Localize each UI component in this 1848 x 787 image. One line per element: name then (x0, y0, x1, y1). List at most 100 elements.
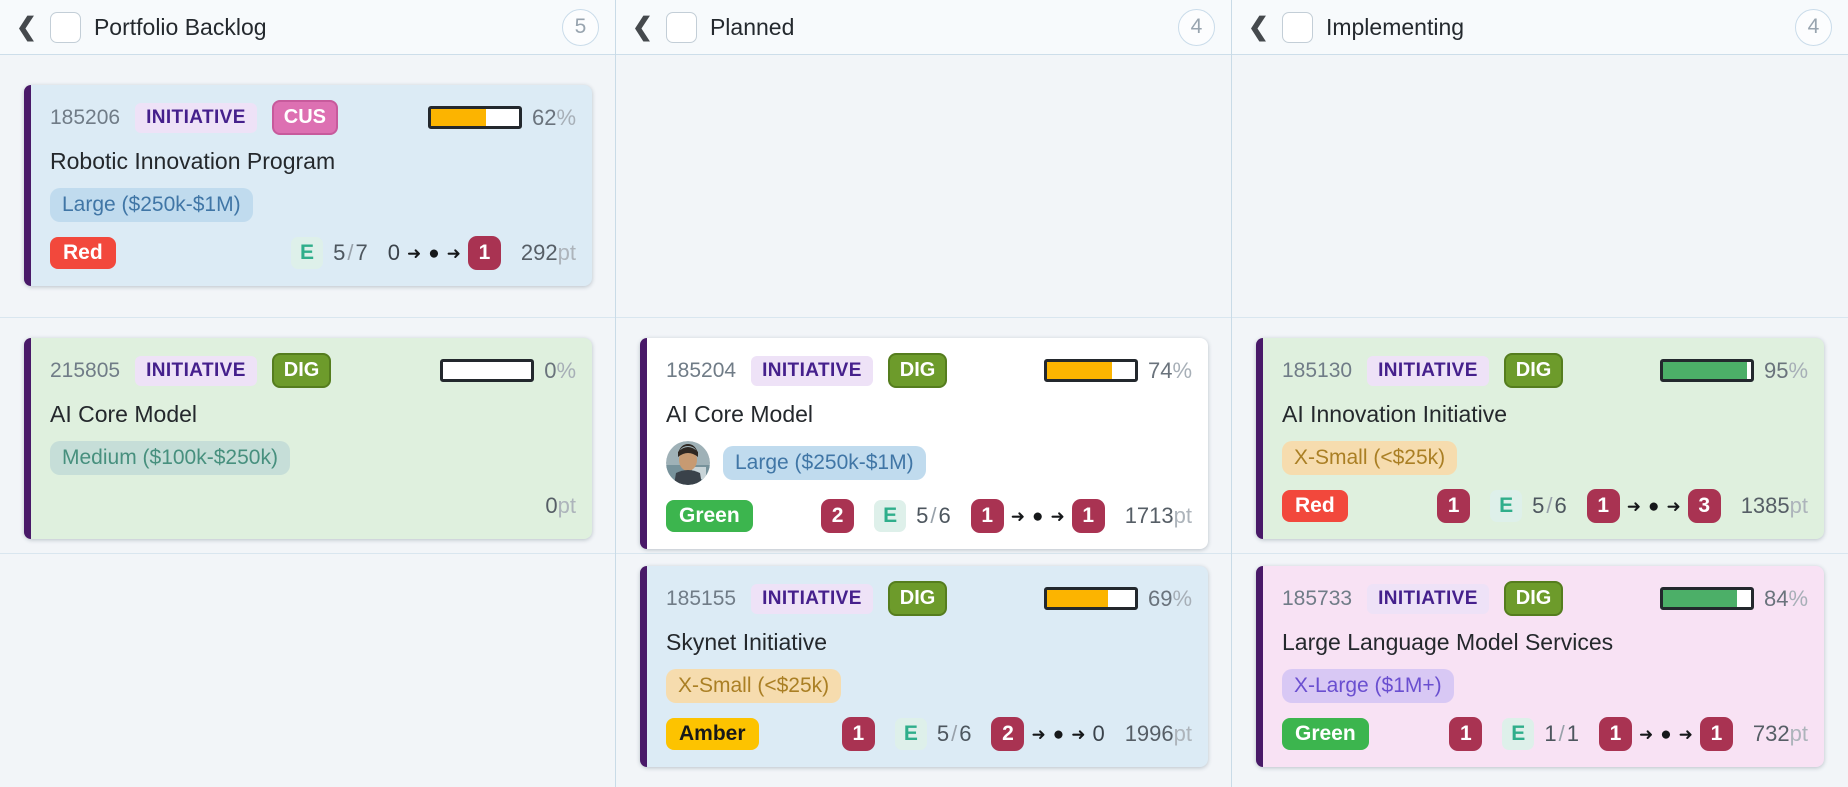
collapse-column-icon[interactable]: ❮ (1248, 12, 1269, 41)
card-title: AI Innovation Initiative (1282, 401, 1508, 427)
progress: 69% (1043, 585, 1192, 612)
status-badge: Amber (666, 718, 759, 750)
points: 1996pt (1124, 721, 1192, 746)
effort-icon: E (894, 718, 927, 750)
dot-icon: ● (1031, 505, 1044, 527)
progress-bar (1043, 359, 1138, 382)
business-unit-badge: DIG (887, 353, 948, 388)
swimlane-cell: 185155 INITIATIVE DIG 69% Skynet Initiat… (616, 554, 1231, 787)
progress-bar (1659, 587, 1754, 610)
flow-count-chip: 1 (970, 499, 1004, 533)
effort-icon: E (1490, 490, 1523, 522)
progress: 0% (440, 358, 576, 384)
progress-percent: 62% (531, 104, 576, 130)
collapse-column-icon[interactable]: ❮ (16, 12, 37, 41)
entity-type-badge: INITIATIVE (751, 583, 873, 614)
arrow-right-icon: ➜ (1050, 506, 1065, 526)
column-planned: ❮ Planned 4 185204 INITIATIVE DIG 74% (616, 0, 1232, 787)
progress-percent: 84% (1763, 585, 1808, 611)
entity-type-badge: INITIATIVE (1367, 583, 1489, 614)
size-badge: X-Large ($1M+) (1282, 669, 1454, 703)
card-id: 185155 (666, 586, 737, 610)
progress-percent: 74% (1147, 357, 1192, 383)
points: 292pt (520, 240, 576, 265)
status-badge: Green (666, 500, 753, 532)
column-portfolio-backlog: ❮ Portfolio Backlog 5 185206 INITIATIVE … (0, 0, 616, 787)
business-unit-badge: DIG (887, 581, 948, 616)
card-large-language-model-services[interactable]: 185733 INITIATIVE DIG 84% Large Language… (1256, 566, 1824, 767)
flow-count-chip: 1 (1598, 717, 1632, 751)
business-unit-badge: DIG (1503, 581, 1564, 616)
flow-count-chip: 1 (1699, 717, 1733, 751)
card-id: 185206 (50, 105, 121, 129)
points: 0pt (545, 493, 576, 518)
progress-bar (1043, 587, 1138, 610)
progress-percent: 69% (1147, 585, 1192, 611)
effort-metric: E 5/6 (894, 718, 971, 750)
card-priority-stripe (640, 338, 647, 549)
flow-metric: 2 ➜ ● ➜ 0 (991, 717, 1105, 751)
swimlane-cell: 185130 INITIATIVE DIG 95% AI Innovation … (1232, 318, 1848, 554)
column-title: Implementing (1325, 13, 1465, 40)
arrow-right-icon: ➜ (1678, 724, 1693, 744)
card-skynet-initiative[interactable]: 185155 INITIATIVE DIG 69% Skynet Initiat… (640, 566, 1208, 767)
column-select-checkbox[interactable] (49, 11, 81, 43)
card-priority-stripe (1256, 566, 1263, 767)
column-select-checkbox[interactable] (665, 11, 697, 43)
points: 1713pt (1124, 503, 1192, 528)
assignee-avatar[interactable] (666, 441, 710, 485)
arrow-right-icon: ➜ (446, 243, 461, 263)
card-robotic-innovation-program[interactable]: 185206 INITIATIVE CUS 62% Robotic Innova… (24, 85, 592, 286)
card-ai-core-model-planned[interactable]: 185204 INITIATIVE DIG 74% AI Core Model (640, 338, 1208, 549)
swimlane-cell: 185733 INITIATIVE DIG 84% Large Language… (1232, 554, 1848, 787)
card-priority-stripe (1256, 338, 1263, 539)
progress-bar (1659, 359, 1754, 382)
card-ai-core-model-backlog[interactable]: 215805 INITIATIVE DIG 0% AI Core Model M… (24, 338, 592, 539)
count-chip: 1 (1437, 489, 1471, 523)
column-header: ❮ Implementing 4 (1232, 0, 1848, 55)
points: 732pt (1752, 721, 1808, 746)
arrow-right-icon: ➜ (1666, 496, 1681, 516)
card-priority-stripe (640, 566, 647, 767)
column-header: ❮ Portfolio Backlog 5 (0, 0, 615, 55)
column-select-checkbox[interactable] (1281, 11, 1313, 43)
dot-icon: ● (428, 242, 440, 264)
effort-icon: E (1502, 718, 1535, 750)
progress-fill (1046, 362, 1113, 379)
swimlane-cell: 185204 INITIATIVE DIG 74% AI Core Model (616, 318, 1231, 554)
swimlane-cell (616, 55, 1231, 318)
flow-count-chip: 1 (1071, 499, 1105, 533)
progress: 95% (1659, 358, 1808, 384)
progress-fill (1662, 590, 1737, 607)
business-unit-badge: DIG (1503, 353, 1564, 388)
dot-icon: ● (1660, 723, 1672, 745)
collapse-column-icon[interactable]: ❮ (632, 12, 653, 41)
progress-bar (440, 359, 535, 382)
flow-count-chip: 1 (467, 236, 501, 270)
card-ai-innovation-initiative[interactable]: 185130 INITIATIVE DIG 95% AI Innovation … (1256, 338, 1824, 539)
points: 1385pt (1740, 493, 1808, 518)
progress-fill (1662, 362, 1747, 379)
column-header: ❮ Planned 4 (616, 0, 1231, 55)
effort-icon: E (874, 500, 907, 532)
column-title: Portfolio Backlog (93, 13, 267, 40)
size-badge: X-Small (<$25k) (666, 669, 842, 703)
flow-count-chip: 3 (1687, 489, 1721, 523)
card-priority-stripe (24, 338, 31, 539)
card-metrics: 2 E 5/6 1 ➜ ● ➜ 1 1713pt (821, 499, 1192, 533)
effort-metric: E 5/6 (874, 500, 951, 532)
card-title: Skynet Initiative (666, 629, 828, 655)
card-metrics: 1 E 5/6 2 ➜ ● ➜ 0 1996pt (841, 717, 1192, 751)
status-badge: Green (1282, 718, 1369, 750)
card-priority-stripe (24, 85, 31, 286)
flow-metric: 1 ➜ ● ➜ 3 (1586, 489, 1721, 523)
business-unit-badge: DIG (271, 353, 332, 388)
entity-type-badge: INITIATIVE (135, 355, 257, 386)
arrow-right-icon: ➜ (1010, 506, 1025, 526)
status-badge: Red (1282, 490, 1348, 522)
flow-count-chip: 2 (991, 717, 1025, 751)
business-unit-badge: CUS (271, 100, 339, 135)
progress-fill (1046, 590, 1108, 607)
progress: 74% (1043, 357, 1192, 384)
